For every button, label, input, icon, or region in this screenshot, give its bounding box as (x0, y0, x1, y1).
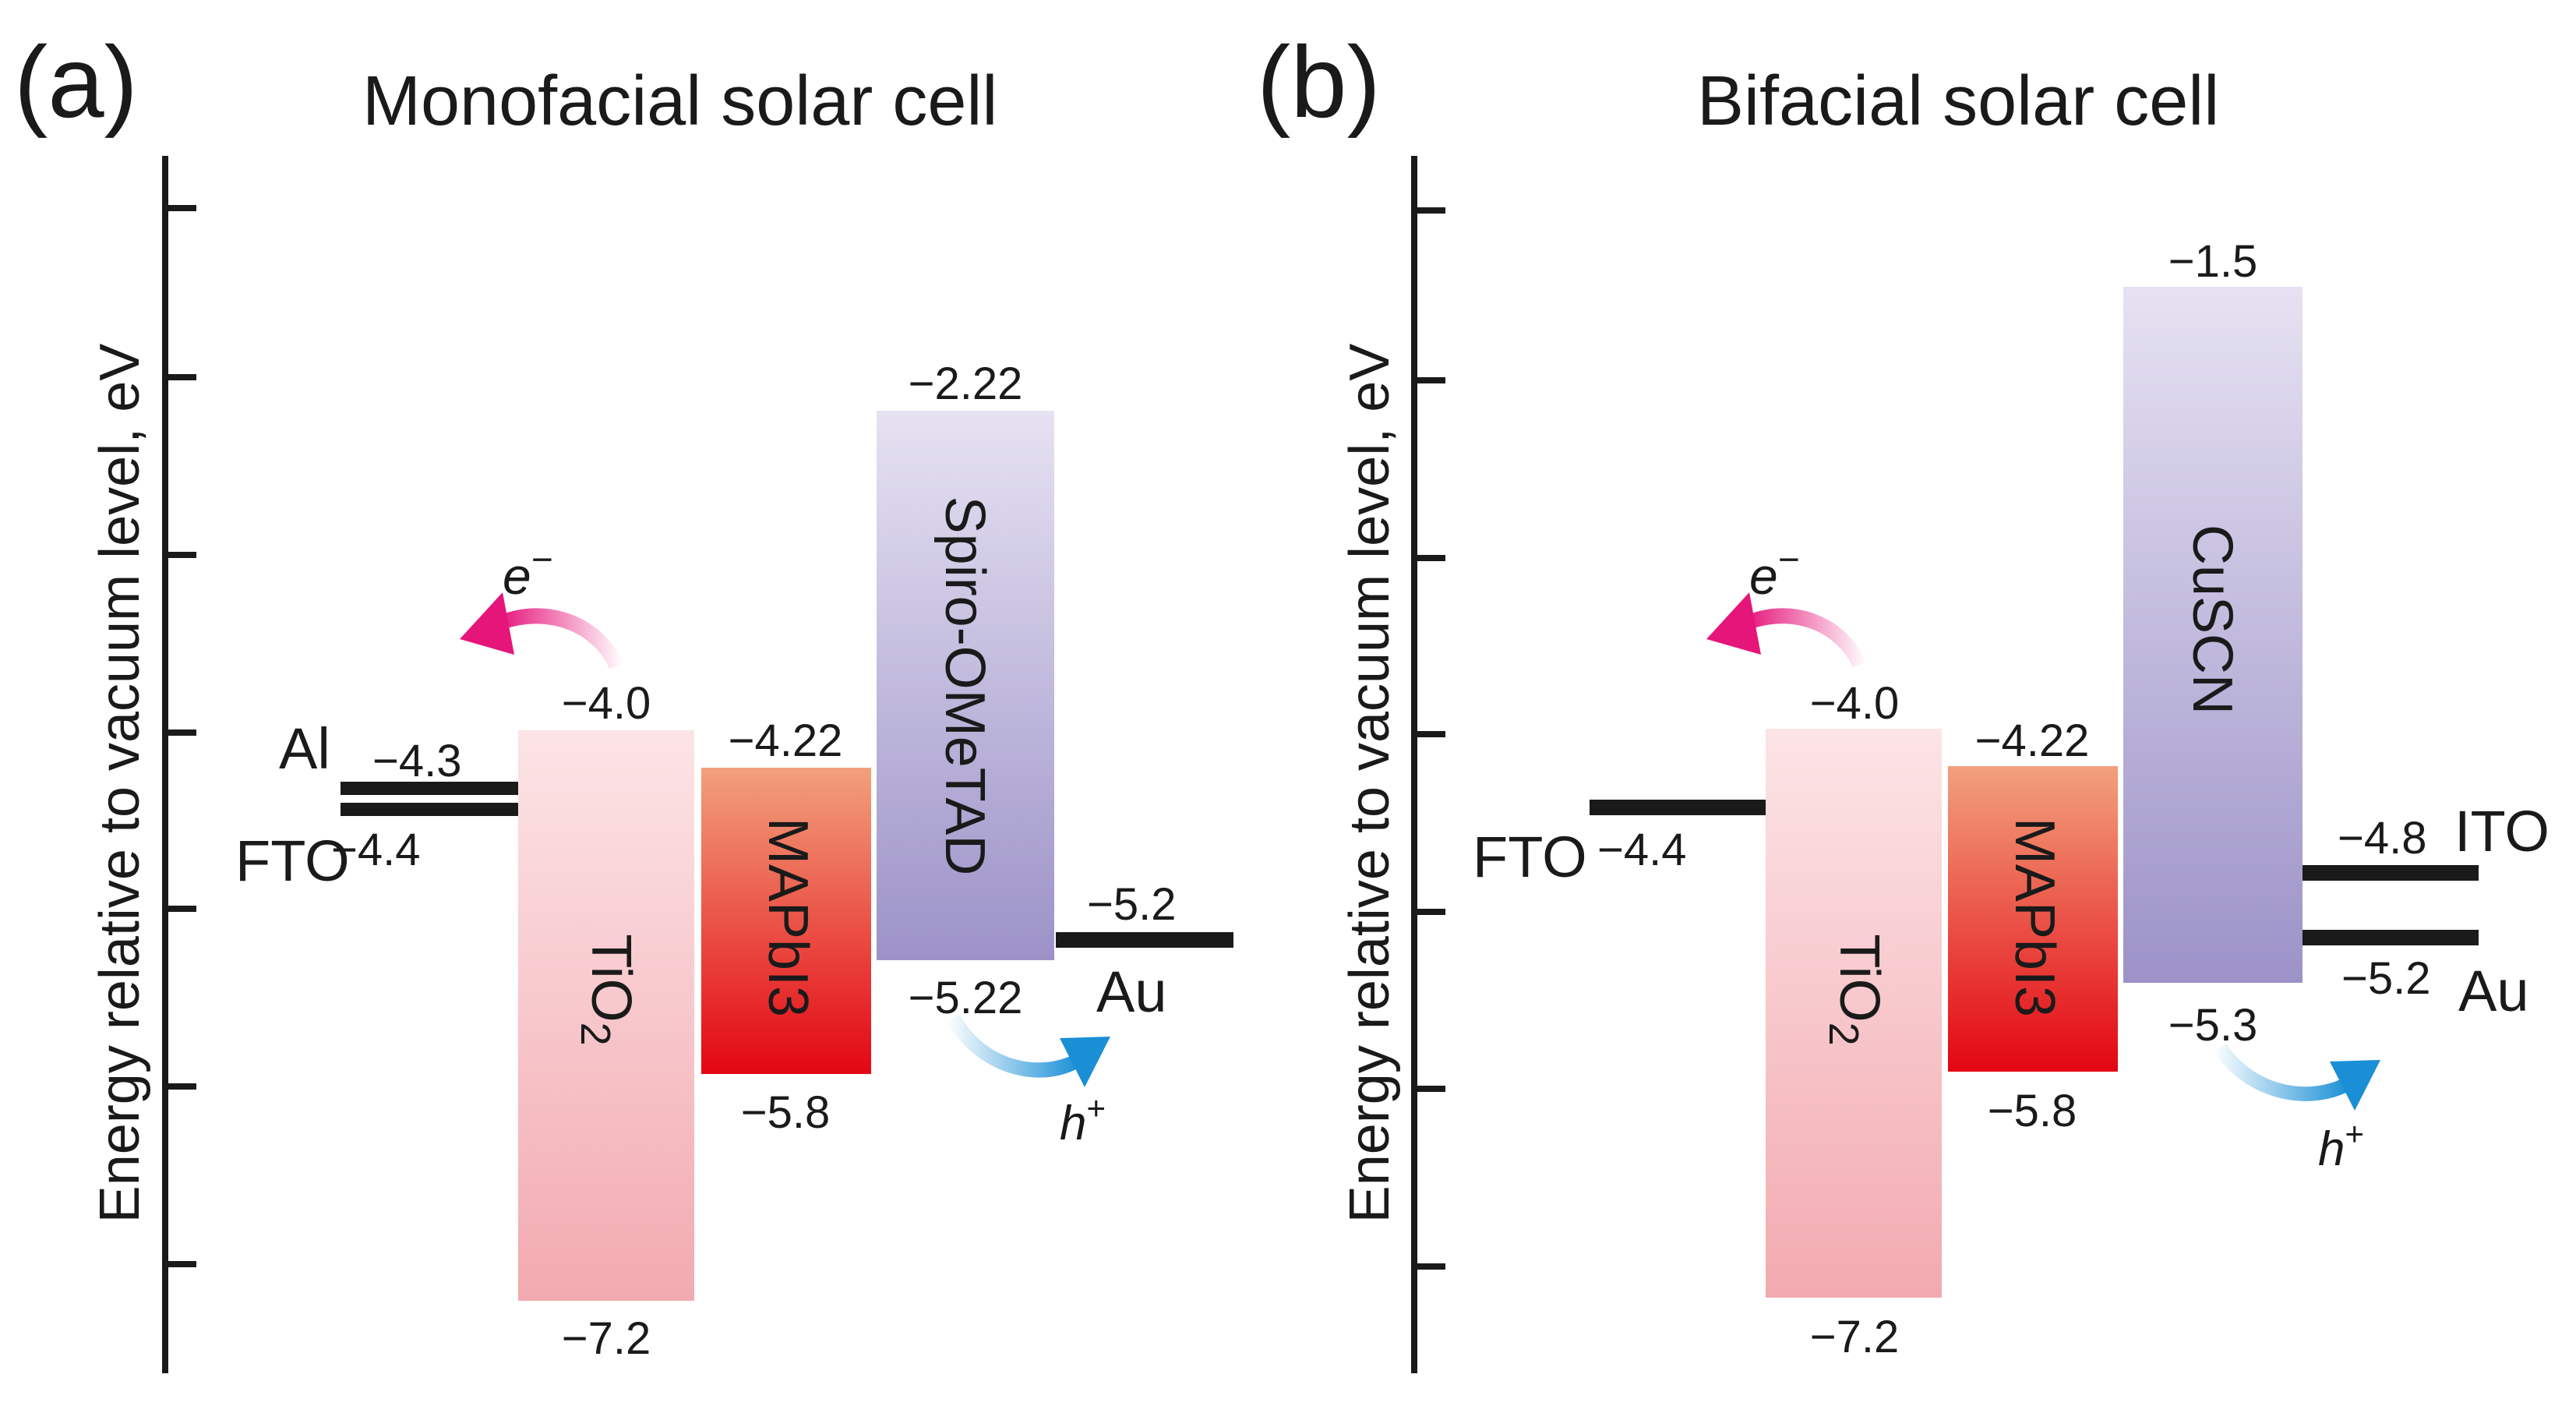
y-axis: Energy relative to vacuum level, eV (1339, 156, 1445, 1373)
layer-mapbi3: MAPbI3 −4.22 −5.8 (701, 715, 871, 1138)
energy-level-bar (2303, 865, 2479, 881)
layer-name: TiO2 (1820, 934, 1890, 1045)
layer-tio2: TiO2 −4.0 −7.2 (518, 678, 694, 1364)
energy-value: −5.22 (909, 973, 1023, 1023)
electron-label: e− (503, 539, 553, 605)
band-box (1766, 729, 1942, 1298)
energy-value: −5.3 (2168, 1000, 2258, 1051)
energy-value: −7.2 (562, 1313, 651, 1364)
contact-name: Al (279, 716, 330, 781)
hole-arrow-body (947, 1015, 1079, 1078)
contact-name: FTO (235, 828, 350, 893)
energy-level-bar (341, 782, 518, 795)
energy-value: −4.22 (1975, 715, 2090, 766)
panel-letter: (a) (14, 25, 138, 139)
contact-ito: ITO −4.8 (2303, 799, 2550, 881)
energy-level-bar (1056, 932, 1233, 948)
contact-name: Au (1096, 959, 1167, 1024)
electron-arrow: e− (460, 539, 623, 669)
hole-arrow-head (1060, 1037, 1110, 1087)
energy-value: −4.4 (331, 825, 421, 875)
layer-tio2: TiO2 −4.0 −7.2 (1766, 678, 1942, 1362)
band-box (877, 411, 1054, 960)
panel-title: Bifacial solar cell (1697, 62, 2219, 140)
panel-b: (b) Bifacial solar cell Energy relative … (1257, 25, 2550, 1373)
energy-value: −5.2 (1087, 879, 1177, 930)
energy-level-bar (1590, 800, 1766, 815)
y-axis-label: Energy relative to vacuum level, eV (89, 344, 151, 1224)
contact-fto: FTO −4.4 (235, 803, 518, 893)
energy-value: −5.2 (2341, 953, 2431, 1004)
band-box (1948, 766, 2118, 1072)
band-box (518, 730, 694, 1301)
electron-arrow-head (1706, 592, 1761, 655)
contact-au: Au −5.2 (1056, 879, 1233, 1024)
electron-label: e− (1749, 539, 1800, 605)
energy-value: −4.4 (1597, 825, 1687, 875)
contact-name: FTO (1473, 825, 1587, 889)
contact-fto: FTO −4.4 (1473, 800, 1766, 889)
energy-value: −5.8 (741, 1087, 831, 1138)
electron-arrow-body (499, 608, 623, 669)
energy-value: −5.8 (1988, 1086, 2077, 1136)
layer-spiro-ometad: Spiro-OMeTAD −2.22 −5.22 (877, 359, 1054, 1023)
layer-name: MAPbI3 (757, 818, 819, 1017)
energy-value: −4.8 (2338, 813, 2427, 864)
contact-name: Au (2458, 959, 2529, 1023)
energy-value: −4.22 (729, 715, 843, 766)
layer-cuscn: CuSCN −1.5 −5.3 (2123, 236, 2303, 1051)
energy-value: −4.0 (562, 678, 651, 729)
energy-level-bar (2303, 930, 2479, 945)
hole-arrow-body (2213, 1044, 2349, 1101)
energy-value: −4.0 (1810, 678, 1900, 729)
band-box (701, 768, 871, 1074)
layer-name: Spiro-OMeTAD (933, 496, 996, 876)
hole-label: h+ (1060, 1090, 1106, 1150)
layer-name: MAPbI3 (2003, 818, 2066, 1017)
y-axis: Energy relative to vacuum level, eV (89, 156, 196, 1373)
electron-arrow-body (1745, 608, 1866, 667)
panel-title: Monofacial solar cell (362, 62, 997, 140)
electron-arrow-head (460, 592, 514, 655)
y-axis-label: Energy relative to vacuum level, eV (1339, 344, 1401, 1224)
energy-value: −2.22 (909, 359, 1023, 409)
energy-value: −7.2 (1810, 1312, 1900, 1362)
layer-name: TiO2 (572, 934, 642, 1045)
panel-a: (a) Monofacial solar cell Energy relativ… (14, 25, 1233, 1373)
contact-au: Au −5.2 (2303, 930, 2529, 1023)
electron-arrow: e− (1706, 539, 1866, 667)
energy-value: −1.5 (2168, 236, 2258, 287)
energy-value: −4.3 (372, 736, 462, 786)
hole-arrow: h+ (2213, 1044, 2380, 1176)
layer-name: CuSCN (2181, 525, 2243, 715)
band-box (2123, 287, 2303, 983)
hole-arrow: h+ (947, 1015, 1110, 1150)
hole-label: h+ (2318, 1115, 2364, 1176)
contact-al: Al −4.3 (279, 716, 518, 795)
layer-mapbi3: MAPbI3 −4.22 −5.8 (1948, 715, 2118, 1136)
contact-name: ITO (2454, 799, 2550, 864)
panel-letter: (b) (1257, 25, 1381, 139)
hole-arrow-head (2330, 1060, 2380, 1111)
energy-level-bar (341, 803, 518, 816)
